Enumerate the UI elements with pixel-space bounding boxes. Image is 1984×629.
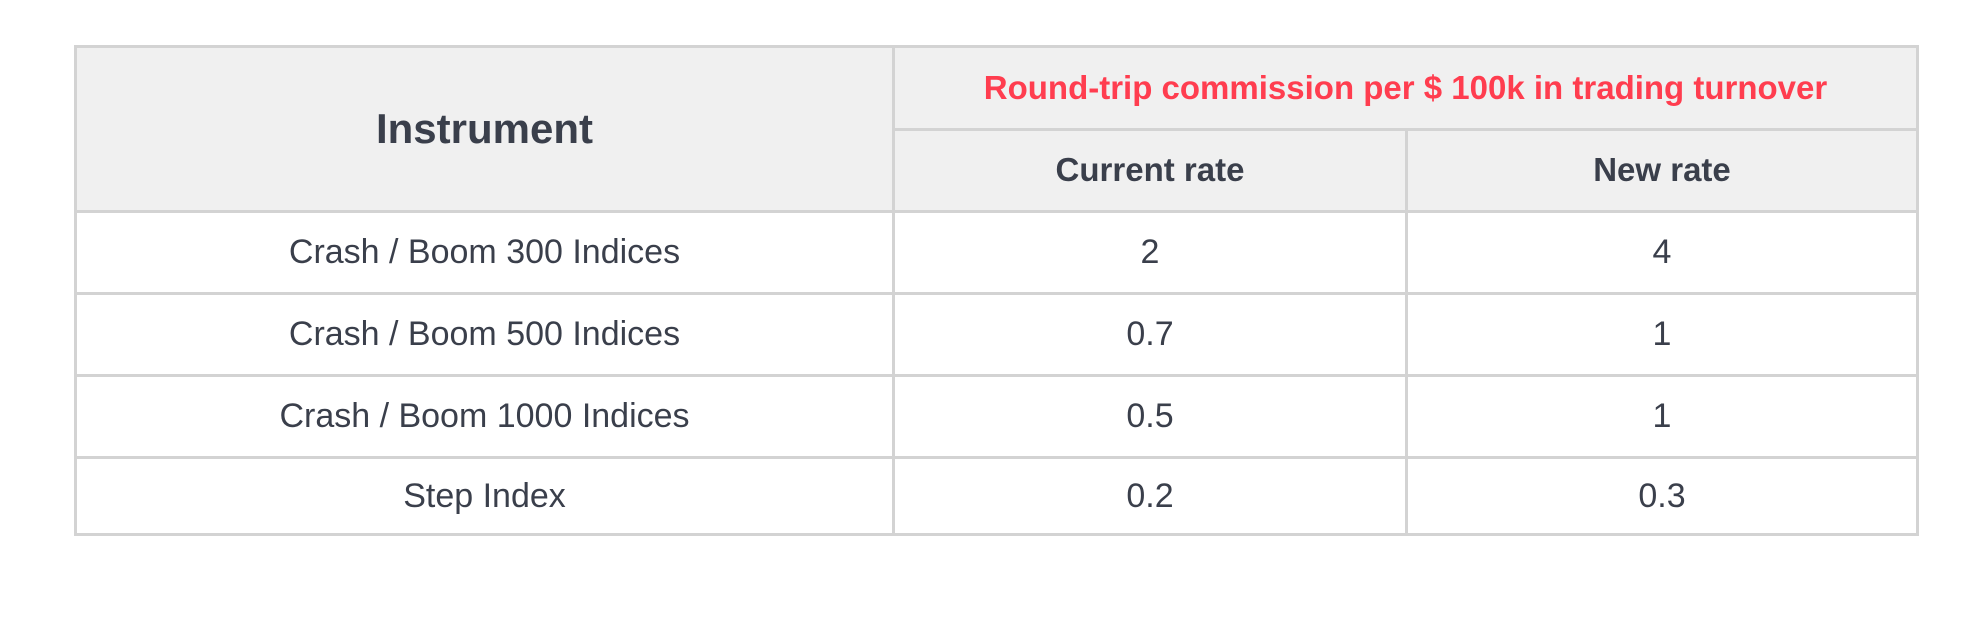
header-row-top: Instrument Round-trip commission per $ 1… — [74, 45, 1919, 213]
new-rate-cell: 4 — [1405, 210, 1919, 295]
commission-rates-table: Instrument Round-trip commission per $ 1… — [74, 45, 1919, 536]
instrument-cell: Crash / Boom 300 Indices — [74, 210, 895, 295]
current-rate-cell: 2 — [892, 210, 1408, 295]
table-row: Step Index 0.2 0.3 — [74, 456, 1919, 536]
table-row: Crash / Boom 1000 Indices 0.5 1 — [74, 374, 1919, 459]
commission-group-header: Round-trip commission per $ 100k in trad… — [892, 45, 1919, 131]
new-rate-header: New rate — [1405, 127, 1919, 213]
table-row: Crash / Boom 500 Indices 0.7 1 — [74, 292, 1919, 377]
current-rate-header: Current rate — [892, 127, 1408, 213]
instrument-column-header: Instrument — [74, 45, 895, 213]
new-rate-cell: 0.3 — [1405, 456, 1919, 536]
current-rate-cell: 0.2 — [892, 456, 1408, 536]
new-rate-cell: 1 — [1405, 292, 1919, 377]
current-rate-cell: 0.5 — [892, 374, 1408, 459]
commission-table-container: Instrument Round-trip commission per $ 1… — [74, 45, 1919, 536]
table-row: Crash / Boom 300 Indices 2 4 — [74, 210, 1919, 295]
instrument-cell: Crash / Boom 500 Indices — [74, 292, 895, 377]
instrument-cell: Crash / Boom 1000 Indices — [74, 374, 895, 459]
header-row-sub: Current rate New rate — [76, 127, 1919, 213]
current-rate-cell: 0.7 — [892, 292, 1408, 377]
instrument-cell: Step Index — [74, 456, 895, 536]
new-rate-cell: 1 — [1405, 374, 1919, 459]
